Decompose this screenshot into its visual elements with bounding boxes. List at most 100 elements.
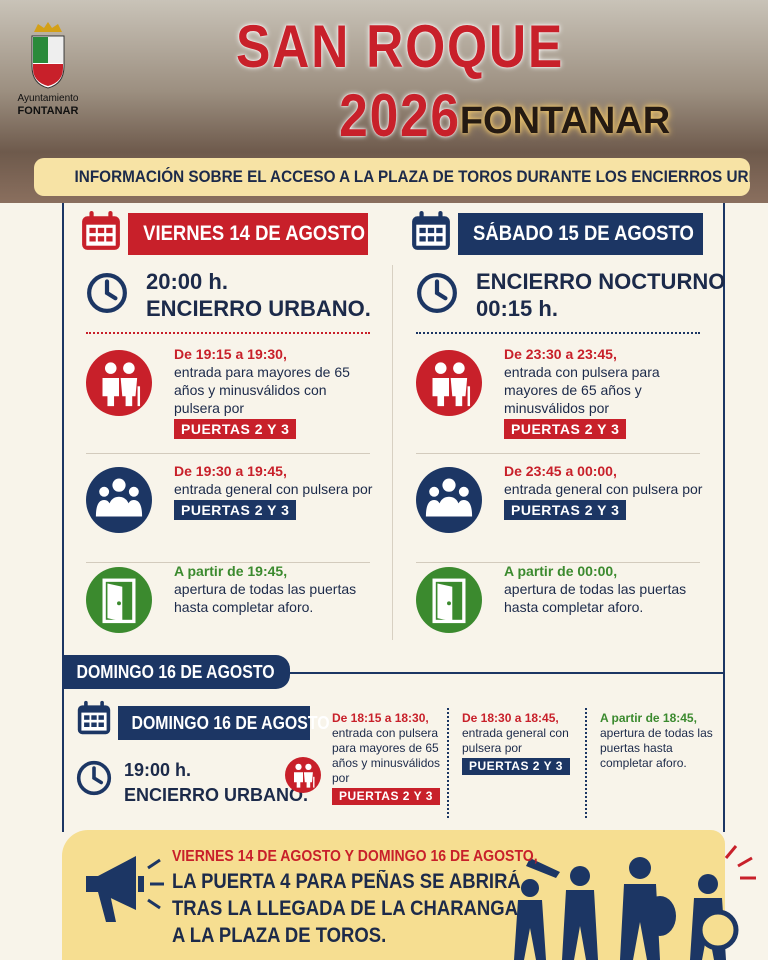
frame-line (723, 672, 725, 832)
time-lines: 19:00 h. ENCIERRO URBANO. (124, 758, 308, 808)
item-description: apertura de todas las puertas hasta comp… (174, 581, 357, 615)
time-line: ENCIERRO URBANO. (124, 785, 309, 805)
dotted-divider (585, 708, 587, 818)
notice-line-text: A LA PLAZA DE TOROS. (172, 924, 387, 947)
item-description: apertura de todas las puertas hasta comp… (600, 726, 713, 770)
item-icon (416, 567, 482, 633)
clock-icon-svg (76, 760, 112, 796)
clock-icon (86, 272, 128, 314)
item-icon (86, 467, 152, 533)
item-icon-svg (86, 350, 152, 416)
door-badge: PUERTAS 2 Y 3 (504, 500, 627, 520)
time-line: ENCIERRO NOCTURNO (476, 269, 726, 294)
notice-lines: LA PUERTA 4 PARA PEÑAS SE ABRIRÁ TRAS LA … (172, 868, 568, 949)
item-highlight: A partir de 18:45, (600, 711, 697, 725)
item-highlight: De 18:15 a 18:30, (332, 711, 429, 725)
notice-line-text: TRAS LA LLEGADA DE LA CHARANGA (172, 897, 518, 920)
item-icon (416, 350, 482, 416)
item-text: De 19:15 a 19:30, entrada para mayores de… (174, 345, 374, 439)
item-icon-svg (86, 567, 152, 633)
notice-line: LA PUERTA 4 PARA PEÑAS SE ABRIRÁ (172, 868, 568, 895)
item-highlight: De 19:15 a 19:30, (174, 346, 287, 362)
notice-line: A LA PLAZA DE TOROS. (172, 922, 568, 949)
frame-line (62, 203, 64, 673)
frame-line (62, 672, 725, 674)
section-tab: DOMINGO 16 DE AGOSTO (62, 655, 290, 689)
clock-icon-svg (87, 273, 127, 313)
notice-panel (62, 830, 725, 960)
item-description: entrada general con pulsera por (462, 726, 569, 755)
calendar-icon-svg (412, 211, 450, 250)
item-description: apertura de todas las puertas hasta comp… (504, 581, 687, 615)
notice-highlight: VIERNES 14 DE AGOSTO Y DOMINGO 16 DE AGO… (172, 848, 588, 866)
date-box: VIERNES 14 DE AGOSTO (128, 213, 368, 255)
dotted-divider (447, 708, 449, 818)
item-text: De 19:30 a 19:45, entrada general con pul… (174, 462, 374, 520)
item-description: entrada con pulsera para mayores de 65 a… (504, 364, 660, 416)
logo-text: FONTANAR (17, 105, 79, 117)
time-lines: ENCIERRO NOCTURNO 00:15 h. (476, 268, 725, 322)
calendar-icon (76, 700, 112, 736)
section-tab-text: DOMINGO 16 DE AGOSTO (76, 662, 276, 682)
item-text: De 23:30 a 23:45, entrada con pulsera par… (504, 345, 704, 439)
time-line: 20:00 h. (146, 269, 228, 294)
separator (416, 453, 700, 454)
item-description: entrada general con pulsera por (174, 481, 373, 497)
time-line: 19:00 h. (124, 760, 192, 780)
time-line: 00:15 h. (476, 296, 558, 321)
notice-line-text: LA PUERTA 4 PARA PEÑAS SE ABRIRÁ (172, 870, 521, 893)
item-icon-svg (285, 757, 321, 793)
divider (392, 265, 393, 640)
item-icon-svg (416, 350, 482, 416)
dotted-separator (416, 332, 700, 334)
item-highlight: De 19:30 a 19:45, (174, 463, 287, 479)
item-text: A partir de 18:45, apertura de todas las … (600, 711, 715, 771)
door-badge: PUERTAS 2 Y 3 (332, 788, 440, 805)
separator (416, 562, 700, 563)
megaphone-icon (86, 856, 164, 922)
date-box: SÁBADO 15 DE AGOSTO (458, 213, 703, 255)
date-box: DOMINGO 16 DE AGOSTO (118, 706, 330, 740)
coat-of-arms (31, 22, 65, 89)
date-text: DOMINGO 16 DE AGOSTO (131, 713, 330, 733)
item-icon (416, 467, 482, 533)
calendar-icon (80, 210, 122, 252)
item-icon (86, 350, 152, 416)
calendar-icon (410, 210, 452, 252)
item-icon (285, 757, 321, 793)
frame-line (62, 672, 64, 832)
separator (86, 453, 370, 454)
title: SAN ROQUE 2026 (236, 13, 564, 149)
banner-text: INFORMACIÓN SOBRE EL ACCESO A LA PLAZA D… (74, 167, 750, 186)
item-text: De 23:45 a 00:00, entrada general con pul… (504, 462, 704, 520)
door-badge: PUERTAS 2 Y 3 (462, 758, 570, 775)
item-description: entrada con pulsera para mayores de 65 a… (332, 726, 441, 785)
frame-line (723, 203, 725, 673)
item-icon-svg (416, 467, 482, 533)
item-text: De 18:30 a 18:45, entrada general con pul… (462, 711, 580, 775)
time-line: ENCIERRO URBANO. (146, 296, 371, 321)
item-icon-svg (416, 567, 482, 633)
clock-icon-svg (417, 273, 457, 313)
subtitle: FONTANAR (459, 100, 671, 142)
item-description: entrada general con pulsera por (504, 481, 703, 497)
door-badge: PUERTAS 2 Y 3 (504, 419, 627, 439)
band-illustration (514, 845, 756, 960)
banner: INFORMACIÓN SOBRE EL ACCESO A LA PLAZA D… (34, 158, 750, 196)
item-icon-svg (86, 467, 152, 533)
header: Ayuntamiento FONTANAR SAN ROQUE 2026 FON… (0, 0, 768, 203)
item-icon (86, 567, 152, 633)
calendar-icon-svg (77, 700, 111, 735)
notice-highlight-text: VIERNES 14 DE AGOSTO Y DOMINGO 16 DE AGO… (172, 848, 538, 865)
item-highlight: A partir de 19:45, (174, 563, 288, 579)
door-badge: PUERTAS 2 Y 3 (174, 500, 297, 520)
door-badge: PUERTAS 2 Y 3 (174, 419, 297, 439)
item-highlight: De 23:45 a 00:00, (504, 463, 617, 479)
item-text: A partir de 00:00, apertura de todas las … (504, 562, 704, 616)
clock-icon (416, 272, 458, 314)
time-lines: 20:00 h. ENCIERRO URBANO. (146, 268, 371, 322)
item-text: De 18:15 a 18:30, entrada con pulsera par… (332, 711, 444, 805)
logo-text: Ayuntamiento (17, 93, 79, 104)
date-text: SÁBADO 15 DE AGOSTO (473, 222, 694, 245)
